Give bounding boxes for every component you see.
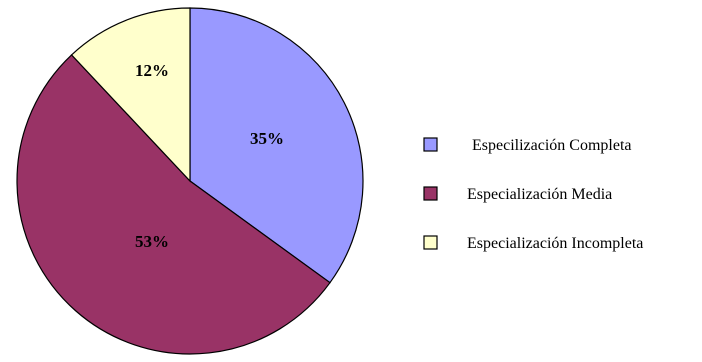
- legend-label-2: Especialización Media: [467, 186, 612, 203]
- legend-swatch-3: [423, 235, 438, 250]
- legend-label-3: Especialización Incompleta: [467, 235, 643, 252]
- pie-slice-2: [16, 54, 331, 355]
- pie-slice-1: [189, 7, 364, 284]
- data-label-3: 12%: [135, 61, 169, 80]
- pie-data-labels: 35% 53% 12%: [135, 61, 284, 251]
- legend-swatch-2: [423, 186, 438, 201]
- pie-slices: [16, 7, 364, 355]
- legend-label-1: Especilización Completa: [472, 137, 632, 154]
- legend: Especilización Completa Especialización M…: [423, 137, 643, 252]
- data-label-1: 35%: [250, 129, 284, 148]
- pie-slice-3: [70, 7, 191, 183]
- legend-swatch-1: [423, 137, 438, 152]
- data-label-2: 53%: [135, 232, 169, 251]
